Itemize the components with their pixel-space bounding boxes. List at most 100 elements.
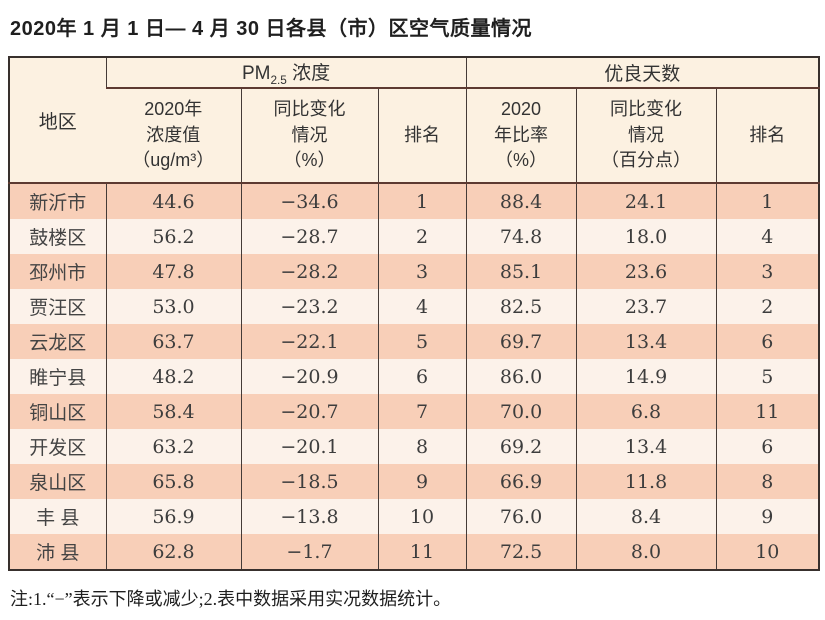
cell-good-change: 18.0	[575, 219, 717, 254]
cell-region: 新沂市	[29, 193, 87, 214]
cell-good-rank: 9	[715, 499, 820, 534]
cell-good-rank: 4	[715, 219, 820, 254]
cell-pm-rank: 2	[377, 219, 467, 254]
table-row: 泉山区 65.8 −18.5 9 66.9 11.8 8	[9, 464, 820, 499]
cell-good-rate: 70.0	[465, 394, 577, 429]
cell-pm-value: 63.2	[105, 429, 241, 464]
cell-good-change: 14.9	[575, 359, 717, 394]
cell-pm-change: −13.8	[240, 499, 378, 534]
header-good-rate: 2020 年比率 （%）	[465, 88, 577, 184]
cell-pm-rank: 8	[377, 429, 467, 464]
table-header: 地区 PM2.5 浓度 优良天数 2020年 浓度值 （ug/m³） 同比变化 …	[9, 57, 820, 184]
cell-good-change: 8.0	[575, 534, 717, 570]
cell-pm-value: 63.7	[105, 324, 241, 359]
cell-pm-rank: 3	[377, 254, 467, 289]
footnote: 注:1.“−”表示下降或减少;2.表中数据采用实况数据统计。	[10, 589, 452, 609]
cell-region: 开发区	[29, 438, 87, 459]
cell-pm-change: −34.6	[240, 183, 378, 219]
cell-region: 云龙区	[29, 333, 87, 354]
cell-good-rank: 6	[715, 324, 820, 359]
pm25-label-suffix: 浓度	[286, 63, 331, 85]
cell-good-rank: 3	[715, 254, 820, 289]
table-row: 丰 县 56.9 −13.8 10 76.0 8.4 9	[9, 499, 820, 534]
cell-pm-value: 56.2	[105, 219, 241, 254]
cell-good-change: 24.1	[575, 183, 717, 219]
cell-region: 贾汪区	[29, 298, 87, 319]
cell-good-change: 8.4	[575, 499, 717, 534]
cell-pm-value: 48.2	[105, 359, 241, 394]
cell-pm-rank: 10	[377, 499, 467, 534]
cell-good-rank: 6	[715, 429, 820, 464]
cell-pm-rank: 7	[377, 394, 467, 429]
cell-pm-value: 56.9	[105, 499, 241, 534]
cell-pm-value: 62.8	[105, 534, 241, 570]
header-group-row: 地区 PM2.5 浓度 优良天数	[9, 57, 820, 184]
table-row: 沛 县 62.8 −1.7 11 72.5 8.0 10	[9, 534, 820, 570]
header-good-rank: 排名	[715, 88, 820, 184]
cell-good-rate: 88.4	[465, 183, 577, 219]
table-row: 鼓楼区 56.2 −28.7 2 74.8 18.0 4	[9, 219, 820, 254]
cell-pm-value: 58.4	[105, 394, 241, 429]
cell-pm-change: −1.7	[240, 534, 378, 570]
table-row: 睢宁县 48.2 −20.9 6 86.0 14.9 5	[9, 359, 820, 394]
cell-good-rank: 5	[715, 359, 820, 394]
cell-good-rate: 86.0	[465, 359, 577, 394]
cell-good-rate: 76.0	[465, 499, 577, 534]
page-title: 2020年 1 月 1 日— 4 月 30 日各县（市）区空气质量情况	[10, 18, 533, 40]
cell-good-change: 6.8	[575, 394, 717, 429]
cell-region: 铜山区	[29, 403, 87, 424]
cell-good-rate: 69.7	[465, 324, 577, 359]
cell-good-rank: 8	[715, 464, 820, 499]
cell-pm-value: 65.8	[105, 464, 241, 499]
cell-pm-change: −28.7	[240, 219, 378, 254]
cell-pm-rank: 5	[377, 324, 467, 359]
pm25-subscript: 2.5	[270, 73, 287, 87]
header-region: 地区	[9, 57, 106, 184]
cell-good-rate: 66.9	[465, 464, 577, 499]
header-pm-rank: 排名	[377, 88, 467, 184]
cell-good-rank: 11	[715, 394, 820, 429]
header-pm-change: 同比变化 情况 （%）	[240, 88, 378, 184]
cell-good-rank: 10	[715, 534, 820, 570]
cell-pm-value: 47.8	[105, 254, 241, 289]
cell-good-change: 23.7	[575, 289, 717, 324]
cell-pm-change: −20.7	[240, 394, 378, 429]
cell-good-rank: 2	[715, 289, 820, 324]
cell-good-rate: 74.8	[465, 219, 577, 254]
table-row: 铜山区 58.4 −20.7 7 70.0 6.8 11	[9, 394, 820, 429]
pm25-label-prefix: PM	[241, 63, 271, 85]
cell-region: 泉山区	[29, 473, 87, 494]
cell-region: 鼓楼区	[29, 228, 87, 249]
cell-pm-change: −20.9	[240, 359, 378, 394]
cell-region: 丰 县	[36, 508, 80, 529]
table-body: 新沂市 44.6 −34.6 1 88.4 24.1 1 鼓楼区 56.2 −28.7 2 74.8 1…	[9, 183, 820, 570]
table-row: 开发区 63.2 −20.1 8 69.2 13.4 6	[9, 429, 820, 464]
cell-pm-change: −22.1	[240, 324, 378, 359]
cell-region: 邳州市	[29, 263, 87, 284]
cell-good-rate: 69.2	[465, 429, 577, 464]
cell-good-change: 11.8	[575, 464, 717, 499]
cell-pm-rank: 11	[377, 534, 467, 570]
cell-region: 沛 县	[36, 543, 80, 564]
cell-pm-change: −18.5	[240, 464, 378, 499]
table-row: 新沂市 44.6 −34.6 1 88.4 24.1 1	[9, 183, 820, 219]
header-sub-row: 2020年 浓度值 （ug/m³） 同比变化 情况 （%） 排名 2020 年比…	[9, 88, 820, 184]
cell-pm-value: 44.6	[105, 183, 241, 219]
cell-good-rate: 72.5	[465, 534, 577, 570]
cell-good-rank: 1	[715, 183, 820, 219]
header-pm-value: 2020年 浓度值 （ug/m³）	[106, 88, 241, 184]
cell-good-change: 13.4	[575, 324, 717, 359]
cell-pm-rank: 1	[377, 183, 467, 219]
cell-pm-change: −23.2	[240, 289, 378, 324]
cell-good-rate: 82.5	[465, 289, 577, 324]
cell-good-rate: 85.1	[465, 254, 577, 289]
table-row: 云龙区 63.7 −22.1 5 69.7 13.4 6	[9, 324, 820, 359]
table-row: 邳州市 47.8 −28.2 3 85.1 23.6 3	[9, 254, 820, 289]
cell-good-change: 23.6	[575, 254, 717, 289]
cell-good-change: 13.4	[575, 429, 717, 464]
air-quality-table: 地区 PM2.5 浓度 优良天数 2020年 浓度值 （ug/m³） 同比变化 …	[8, 56, 821, 571]
cell-pm-value: 53.0	[105, 289, 241, 324]
cell-pm-rank: 6	[377, 359, 467, 394]
table-row: 贾汪区 53.0 −23.2 4 82.5 23.7 2	[9, 289, 820, 324]
